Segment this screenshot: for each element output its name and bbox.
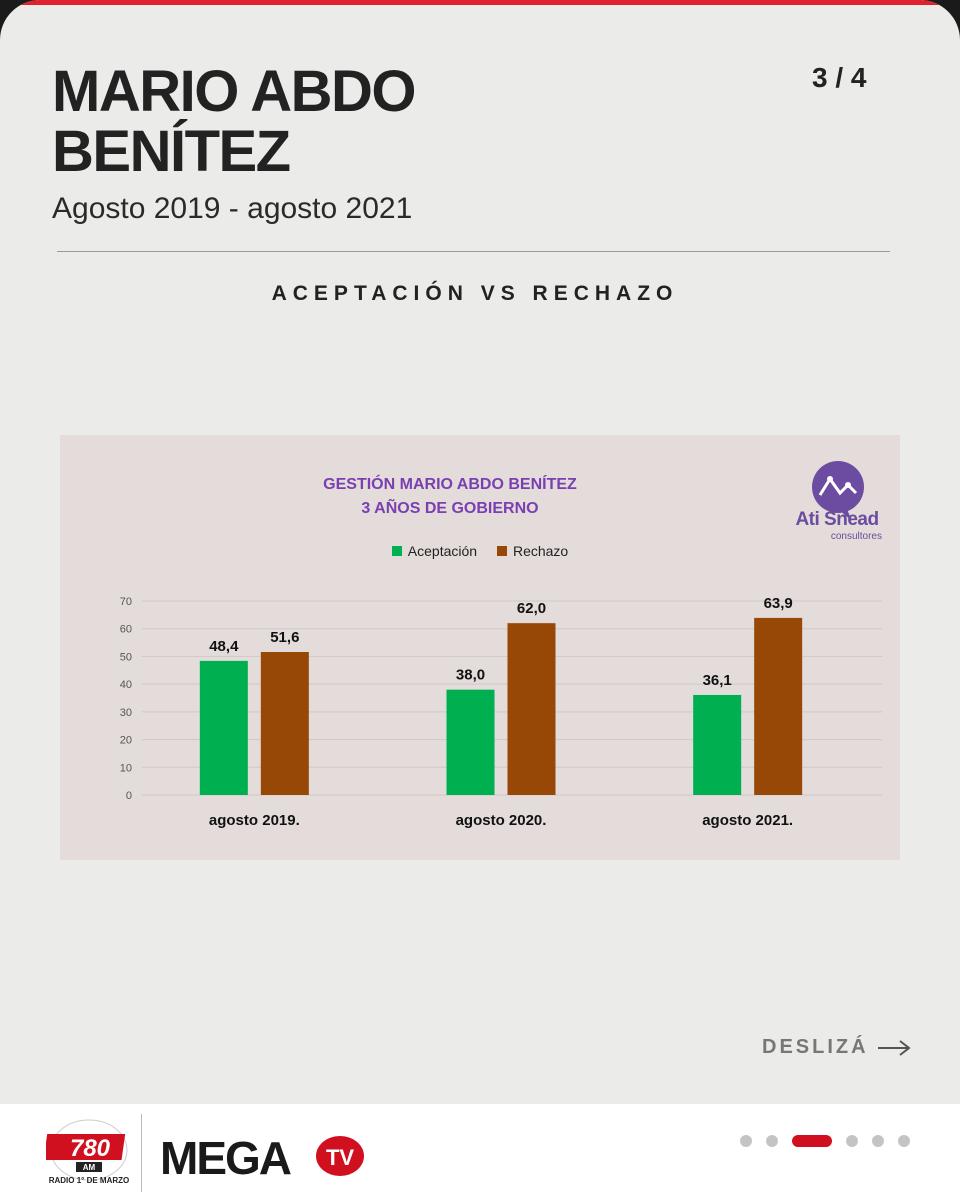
legend-label-rejection: Rechazo [512,543,569,559]
y-tick-label: 70 [120,596,132,608]
chart-title: GESTIÓN MARIO ABDO BENÍTEZ 3 AÑOS DE GOB… [260,473,640,521]
pagination-dots [740,1134,924,1148]
bar [754,617,803,795]
x-tick-label: agosto 2021. [702,812,793,829]
y-tick-label: 20 [120,735,132,747]
megatv-logo-icon: MEGA TV [160,1132,364,1182]
bar [199,660,248,795]
title-line-1: MARIO ABDO [52,59,417,124]
section-heading: ACEPTACIÓN VS RECHAZO [271,282,679,305]
y-tick-label: 10 [120,762,132,774]
consultancy-subtitle: consultores [830,531,882,542]
title-line-2: BENÍTEZ [52,119,291,184]
consultancy-name: Ati Snead [795,509,879,530]
y-tick-label: 60 [120,624,132,636]
data-label: 38,0 [456,667,485,684]
bar-chart: 0 10 20 30 40 50 60 70 48,4 51,6 agosto 2019. 38,0 6… [120,595,882,829]
pagination-dot-active[interactable] [792,1135,832,1147]
logo-780-am: AM [83,1163,96,1172]
data-label: 51,6 [270,629,299,646]
pagination-dot[interactable] [898,1135,910,1147]
x-tick-label: agosto 2019. [209,812,300,829]
bar [446,689,495,795]
data-label: 36,1 [703,672,732,689]
data-label: 62,0 [517,600,546,617]
page-subtitle: Agosto 2019 - agosto 2021 [52,192,413,225]
page-indicator: 3 / 4 [812,62,867,93]
divider [57,251,890,252]
pagination-dot[interactable] [846,1135,858,1147]
swipe-hint-label[interactable]: DESLIZÁ [762,1036,869,1058]
pagination-dot[interactable] [766,1135,778,1147]
chart-legend: Aceptación Rechazo [60,543,900,559]
legend-label-acceptance: Aceptación [407,543,478,559]
pagination-dot[interactable] [740,1135,752,1147]
top-accent-bar [0,0,960,5]
legend-swatch-acceptance [391,546,402,556]
chart-panel: GESTIÓN MARIO ABDO BENÍTEZ 3 AÑOS DE GOB… [60,435,900,860]
logo-780-number: 780 [70,1135,111,1162]
bar [260,651,309,795]
footer-divider [141,1114,142,1192]
chart-title-line-1: GESTIÓN MARIO ABDO BENÍTEZ [323,476,577,493]
footer-bar: 780 AM RADIO 1° DE MARZO MEGA TV [0,1104,960,1200]
radio-780-logo-icon: 780 AM [46,1119,128,1181]
y-tick-label: 50 [120,651,132,663]
page-title: MARIO ABDO BENÍTEZ [52,62,752,182]
legend-item-acceptance: Aceptación [391,543,478,559]
legend-item-rejection: Rechazo [496,543,569,559]
y-tick-label: 30 [120,707,132,719]
data-label: 63,9 [764,595,793,612]
pagination-dot[interactable] [872,1135,884,1147]
data-label: 48,4 [209,638,239,655]
y-tick-label: 0 [126,790,132,802]
legend-swatch-rejection [496,546,507,556]
bar [507,623,556,795]
megatv-logo-mega: MEGA [160,1132,291,1182]
arrow-right-icon[interactable] [876,1036,912,1060]
y-tick-label: 40 [120,679,132,691]
megatv-logo-tv: TV [326,1145,354,1170]
chart-title-line-2: 3 AÑOS DE GOBIERNO [361,500,539,517]
bar [693,694,742,795]
consultancy-logo-icon [812,461,864,521]
radio-caption: RADIO 1° DE MARZO [48,1176,130,1185]
x-tick-label: agosto 2020. [456,812,547,829]
